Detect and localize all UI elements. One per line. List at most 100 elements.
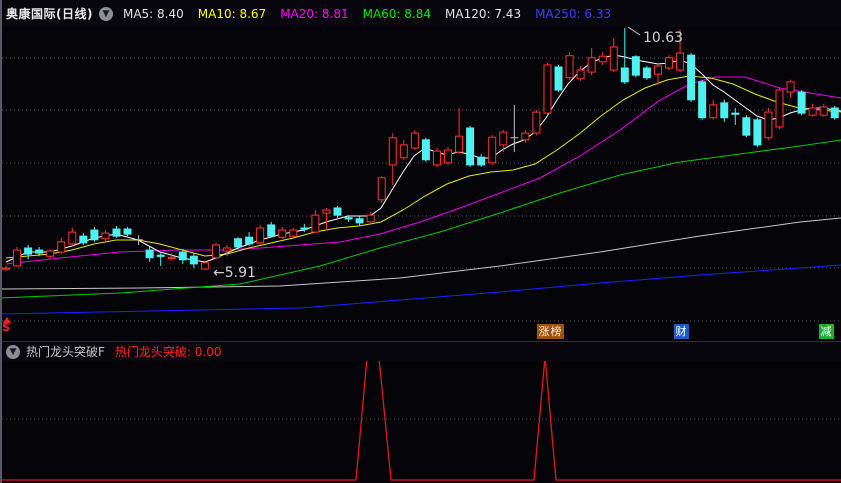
ma-legend: MA5: 8.40 MA10: 8.67 MA20: 8.81 MA60: 8.84 M… — [123, 7, 611, 21]
candle-body-down — [642, 67, 651, 79]
candle-body-up — [167, 256, 176, 259]
candle-body-up — [808, 107, 817, 116]
candle-body-up — [488, 136, 497, 164]
candle-body-up — [665, 57, 673, 69]
candle-body-down — [720, 102, 729, 119]
candle-body-up — [455, 135, 464, 153]
candle-body-up — [764, 111, 773, 139]
candle-body-down — [731, 112, 740, 115]
status-bar: S 涨榜 财 减 — [0, 317, 841, 341]
candle-body-down — [300, 227, 309, 230]
candle-body-up — [46, 250, 55, 257]
stock-title: 奥康国际(日线) — [6, 7, 93, 21]
candle-body-up — [211, 244, 220, 259]
ma-label: MA60: 8.84 — [362, 6, 432, 21]
candle-body-up — [410, 132, 419, 149]
candle-body-down — [830, 107, 839, 119]
hotkey-chip[interactable]: 财 — [674, 324, 689, 339]
candle-body-up — [499, 131, 508, 146]
indicator-panel-header: ▼ 热门龙头突破F 热门龙头突破: 0.00 — [0, 341, 841, 361]
candle-body-down — [344, 217, 353, 220]
candle-body-down — [620, 67, 629, 83]
candle-body-up — [278, 229, 287, 238]
high-annotation-arrow — [627, 26, 641, 36]
ma10-line — [5, 75, 841, 259]
candle-body-down — [267, 224, 276, 237]
candle-body-up — [565, 55, 574, 79]
ma60-line — [0, 139, 841, 299]
candle-body-up — [543, 64, 552, 114]
candle-body-up — [819, 106, 828, 116]
ma20-line — [5, 76, 841, 265]
candle-body-up — [388, 137, 397, 166]
candle-body-up — [289, 229, 298, 237]
scroll-marker-label: S — [2, 321, 10, 334]
ma120-line — [0, 217, 841, 290]
candle-body-down — [123, 228, 132, 235]
indicator-value-label: 热门龙头突破: — [114, 345, 191, 359]
candle-body-down — [112, 228, 121, 237]
chevron-down-icon[interactable]: ▼ — [6, 344, 20, 359]
chevron-down-icon[interactable]: ▼ — [98, 6, 113, 21]
candle-body-down — [178, 251, 187, 261]
candle-body-up — [322, 209, 331, 214]
low-annotation-label: ←5.91 — [213, 265, 256, 281]
candle-body-up — [444, 149, 452, 164]
candle-body-up — [709, 104, 718, 119]
candle-body-up — [653, 65, 662, 75]
candle-body-down — [189, 255, 198, 265]
candle-body-down — [24, 247, 33, 255]
ma-label: MA20: 8.81 — [280, 6, 349, 21]
ma-label: MA5: 8.40 — [122, 6, 184, 21]
candle-body-up — [200, 262, 209, 270]
hotkey-chip[interactable]: 涨榜 — [537, 324, 564, 339]
ma-label: MA120: 7.43 — [445, 6, 522, 21]
left-border — [0, 0, 2, 483]
candle-body-up — [256, 227, 265, 244]
candle-body-down — [333, 207, 342, 216]
candle-body-up — [223, 247, 231, 252]
indicator-value-number: 0.00 — [194, 345, 222, 359]
candle-body-down — [234, 238, 243, 248]
candle-body-up — [399, 144, 408, 159]
candle-body-down — [35, 249, 44, 254]
indicator-name: 热门龙头突破F — [26, 345, 105, 359]
high-annotation-label: 10.63 — [643, 30, 683, 46]
candle-body-up — [68, 231, 77, 245]
candle-body-up — [57, 241, 66, 253]
up-arrow-icon — [3, 317, 11, 323]
candle-body-up — [366, 214, 375, 223]
candle-body-down — [90, 229, 99, 241]
candle-body-up — [598, 55, 607, 63]
hotkey-chip[interactable]: 减 — [819, 324, 834, 339]
candle-body-up — [786, 81, 795, 93]
scroll-left-marker[interactable]: S — [2, 317, 14, 333]
ma-label: MA10: 8.67 — [197, 6, 267, 21]
candle-body-down — [631, 56, 640, 76]
candle-body-down — [477, 156, 486, 166]
candle-body-up — [377, 177, 386, 201]
candle-body-down — [698, 81, 707, 119]
candle-body-up — [2, 267, 10, 270]
candle-body-down — [79, 235, 88, 244]
indicator-value: 热门龙头突破: 0.00 — [115, 343, 222, 360]
candle-body-up — [432, 150, 441, 166]
candle-body-down — [797, 91, 806, 114]
chart-header: 奥康国际(日线) ▼ MA5: 8.40 MA10: 8.67 MA20: 8.81… — [0, 0, 841, 27]
ma250-line — [0, 264, 841, 315]
candle-body-up — [576, 69, 585, 80]
candle-body-up — [101, 232, 110, 240]
ma-label: MA250: 6.33 — [535, 6, 612, 21]
candle-body-down — [245, 236, 254, 245]
candle-body-down — [156, 254, 165, 257]
candle-body-down — [742, 117, 751, 136]
candle-body-up — [775, 89, 784, 128]
candle-body-up — [532, 111, 541, 134]
candle-body-down — [687, 54, 696, 101]
candle-body-down — [145, 249, 154, 259]
candle-body-up — [609, 46, 618, 71]
candle-body-up — [676, 52, 685, 71]
candle-body-up — [13, 249, 22, 267]
